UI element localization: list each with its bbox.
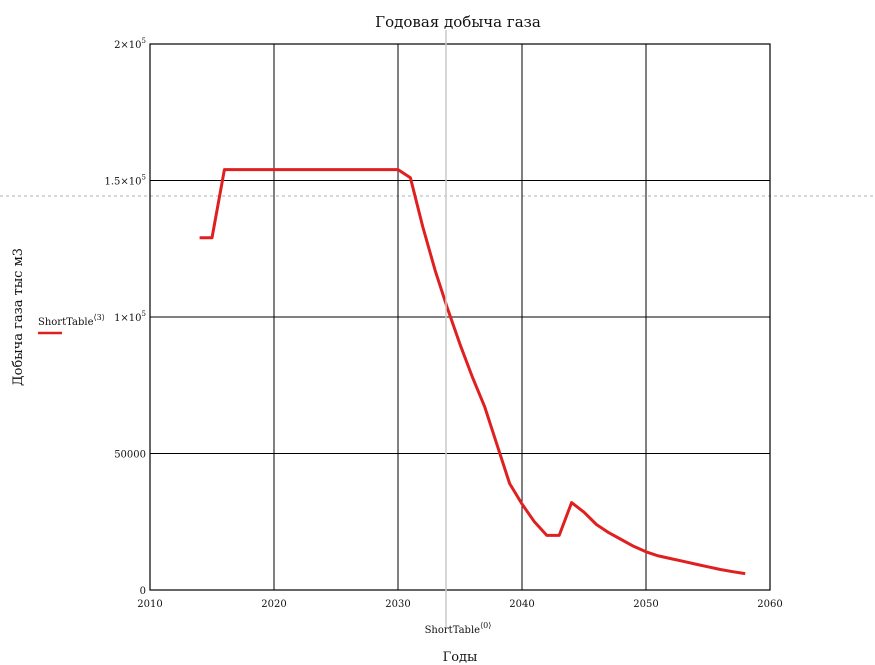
x-tick-label: 2020 <box>261 599 286 610</box>
chart-title: Годовая добыча газа <box>375 13 541 31</box>
x-variable-label: ShortTable⟨0⟩ <box>425 621 492 636</box>
x-tick-label: 2040 <box>509 599 534 610</box>
x-axis-label: Годы <box>443 650 478 665</box>
legend-series-label: ShortTable⟨3⟩ <box>38 313 105 328</box>
y-axis-label: Добыча газа тыс м3 <box>11 248 26 386</box>
x-tick-label: 2050 <box>633 599 658 610</box>
x-tick-label: 2030 <box>385 599 410 610</box>
x-tick-labels: 2010 2020 2030 2040 2050 2060 <box>137 599 782 610</box>
x-variable-sup: ⟨0⟩ <box>480 621 491 630</box>
series-layer <box>199 168 746 576</box>
y-tick-label: 0 <box>140 586 146 597</box>
legend-series-sup: ⟨3⟩ <box>93 313 104 322</box>
y-tick-label: 2×105 <box>114 37 146 51</box>
plot-frame <box>149 43 771 591</box>
y-tick-label: 1×105 <box>114 310 146 324</box>
grid <box>150 44 770 590</box>
y-tick-label: 50000 <box>114 450 146 461</box>
y-tick-label: 1.5×105 <box>105 174 146 188</box>
x-tick-label: 2010 <box>137 599 162 610</box>
x-tick-label: 2060 <box>757 599 782 610</box>
legend-series-base: ShortTable <box>38 317 94 328</box>
x-variable-base: ShortTable <box>425 625 481 636</box>
series-line <box>199 168 746 576</box>
legend: ShortTable⟨3⟩ <box>38 313 105 335</box>
y-tick-labels: 0 50000 1×105 1.5×105 2×105 <box>105 37 146 597</box>
